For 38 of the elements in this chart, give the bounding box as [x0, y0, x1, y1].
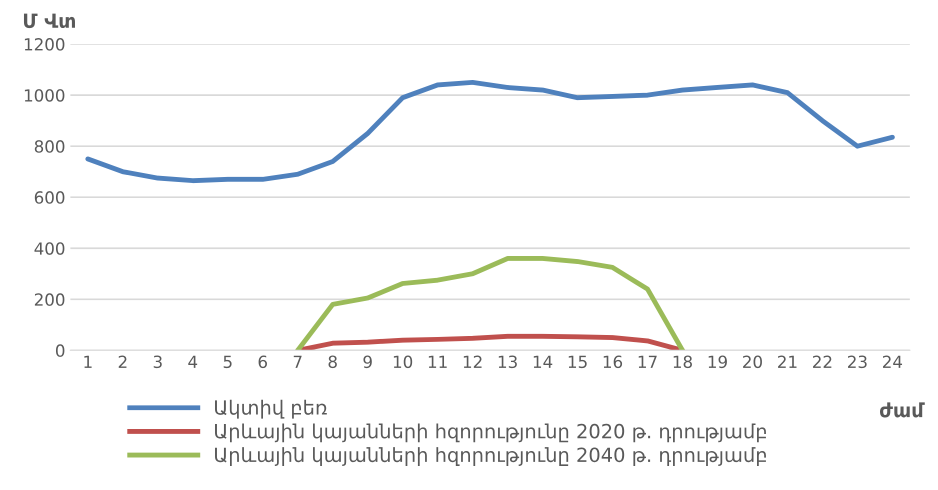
x-tick-label: 1	[84, 356, 92, 368]
x-tick-label: 10	[394, 356, 412, 368]
x-tick-label: 16	[604, 356, 622, 368]
x-tick-label: 19	[708, 356, 727, 368]
x-tick-label: 3	[154, 356, 162, 368]
y-tick-label: 0	[56, 344, 64, 357]
x-axis-title: ժամ	[880, 402, 925, 418]
x-tick-label: 20	[743, 356, 762, 368]
y-tick-label: 600	[34, 191, 64, 204]
y-tick-label: 400	[34, 242, 64, 255]
x-tick-label: 8	[328, 356, 337, 368]
line-series	[85, 80, 895, 184]
y-tick-label: 800	[34, 140, 64, 153]
x-tick-label: 15	[568, 356, 587, 368]
x-tick-label: 6	[258, 356, 267, 368]
x-tick-label: 13	[498, 356, 517, 368]
legend-label: Արևային կայանների հզորությունը 2040 թ. դրությամբ	[215, 447, 766, 466]
y-tick-label: 200	[34, 293, 64, 306]
x-tick-label: 22	[813, 356, 832, 368]
x-tick-label: 5	[224, 356, 232, 368]
x-tick-label: 14	[534, 356, 552, 368]
line-series	[295, 256, 685, 350]
x-tick-label: 4	[188, 356, 198, 368]
x-tick-label: 24	[882, 356, 902, 368]
legend-label: Արևային կայանների հզորությունը 2020 թ. դրությամբ	[215, 423, 766, 442]
y-tick-label: 1000	[24, 89, 64, 102]
x-tick-label: 7	[294, 356, 302, 368]
x-tick-label: 21	[778, 356, 796, 368]
x-tick-label: 9	[363, 356, 372, 368]
x-tick-label: 2	[118, 356, 126, 368]
x-tick-label: 23	[848, 356, 867, 368]
legend-label: Ակտիվ բեռ	[215, 400, 327, 419]
y-axis-title: Մ Վտ	[24, 14, 75, 28]
x-tick-label: 11	[428, 356, 447, 368]
y-tick-label: 1200	[24, 38, 64, 51]
x-tick-label: 12	[464, 356, 482, 368]
x-tick-label: 17	[638, 356, 657, 368]
x-tick-label: 18	[674, 356, 692, 368]
